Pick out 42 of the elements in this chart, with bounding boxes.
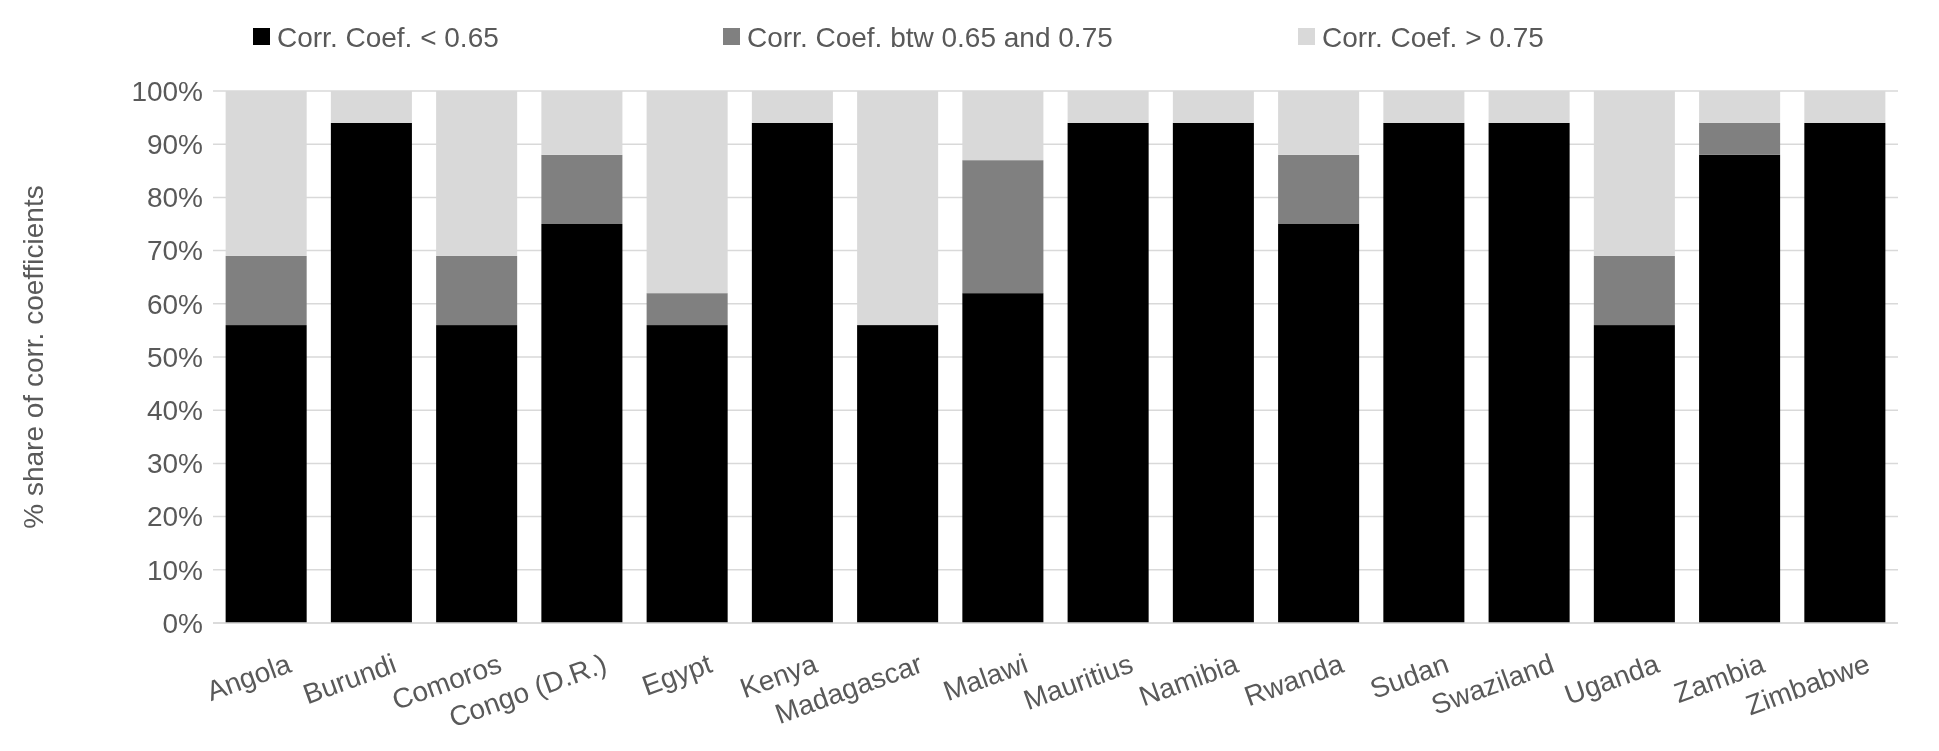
x-tick-label: Angola	[202, 647, 296, 707]
bar	[436, 255, 518, 326]
bar	[1383, 122, 1465, 623]
bar	[1278, 224, 1360, 623]
y-tick-label: 30%	[146, 448, 203, 480]
bar	[1172, 122, 1254, 623]
bar	[225, 255, 307, 326]
bar	[1278, 154, 1360, 224]
y-tick-label: 90%	[146, 129, 203, 160]
bar	[1699, 122, 1781, 155]
bar	[646, 293, 728, 326]
legend-label: Corr. Coef. < 0.65	[277, 21, 499, 53]
bar	[1699, 154, 1781, 623]
bar	[857, 325, 939, 623]
y-tick-label: 70%	[146, 235, 203, 267]
legend-label: Corr. Coef. btw 0.65 and 0.75	[747, 21, 1113, 53]
y-tick-label: 10%	[146, 554, 203, 586]
y-tick-label: 50%	[146, 341, 203, 373]
y-tick-label: 40%	[146, 395, 203, 426]
bar	[1804, 122, 1886, 623]
y-tick-label: 80%	[146, 182, 203, 214]
bar	[1067, 122, 1149, 623]
x-tick-label: Egypt	[638, 647, 717, 702]
bar	[436, 325, 518, 623]
x-tick-label: Uganda	[1560, 647, 1664, 711]
y-tick-label: 20%	[146, 501, 203, 533]
y-tick-label: 100%	[131, 75, 203, 107]
bar	[330, 122, 412, 623]
bar	[646, 325, 728, 623]
y-axis-title: % share of corr. coefficients	[18, 185, 49, 529]
bar	[541, 224, 623, 623]
bar	[1593, 255, 1675, 326]
bar	[1488, 122, 1570, 623]
bar	[541, 154, 623, 224]
bar	[751, 122, 833, 623]
y-tick-label: 60%	[146, 288, 203, 320]
bar	[962, 160, 1044, 294]
legend-label: Corr. Coef. > 0.75	[1322, 21, 1544, 53]
bar	[962, 293, 1044, 623]
bar	[225, 325, 307, 623]
bar	[1593, 325, 1675, 623]
y-tick-label: 0%	[162, 607, 203, 639]
